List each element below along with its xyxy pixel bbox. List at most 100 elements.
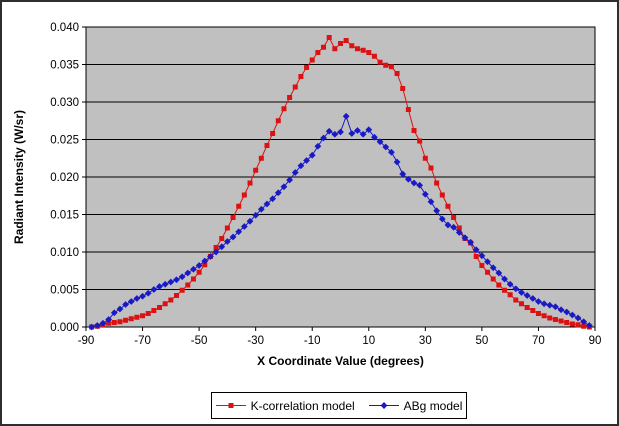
x-tick-label: 10 (362, 335, 375, 347)
data-point-square (190, 276, 196, 282)
data-point-square (354, 46, 360, 52)
data-point-square (502, 287, 508, 293)
legend-label-abg: ABg model (403, 398, 463, 413)
data-point-diamond (252, 211, 260, 219)
data-point-diamond (563, 308, 571, 316)
data-point-square (287, 95, 293, 100)
data-point-diamond (337, 128, 344, 136)
x-tick-label: -70 (134, 335, 151, 347)
data-point-square (547, 315, 553, 321)
data-point-square (451, 215, 457, 220)
data-point-diamond (399, 170, 407, 178)
x-tick-label: -90 (78, 335, 95, 347)
data-point-diamond (552, 303, 559, 311)
data-point-diamond (274, 189, 282, 197)
data-point-square (569, 321, 575, 327)
data-point-square (400, 86, 406, 91)
data-point-diamond (501, 275, 508, 283)
data-point-diamond (518, 289, 525, 296)
k-correlation-marker-icon (215, 403, 246, 408)
y-tick-label: 0.005 (50, 285, 79, 297)
legend: K-correlation model ABg model (211, 392, 467, 419)
data-point-square (377, 59, 383, 65)
data-point-diamond (574, 314, 582, 322)
data-point-diamond (568, 311, 576, 319)
data-point-diamond (133, 295, 141, 302)
data-point-diamond (212, 248, 220, 256)
data-point-square (304, 65, 310, 70)
x-tick-label: 90 (589, 335, 602, 347)
legend-marker-shape (380, 402, 388, 409)
data-point-diamond (421, 190, 429, 198)
data-point-diamond (580, 318, 588, 326)
data-point-diamond (190, 265, 197, 273)
x-tick-label: 50 (475, 335, 488, 347)
data-point-diamond (105, 316, 113, 323)
data-point-diamond (348, 130, 356, 137)
data-point-square (366, 50, 372, 55)
data-point-diamond (557, 306, 565, 314)
x-axis-title: X Coordinate Value (degrees) (257, 354, 424, 368)
data-point-square (106, 320, 112, 326)
data-point-diamond (427, 198, 435, 206)
data-point-square (535, 311, 541, 316)
data-point-diamond (376, 138, 384, 146)
data-point-square (168, 297, 174, 303)
data-point-square (332, 46, 338, 52)
data-point-square (383, 62, 389, 68)
x-tick-label: -10 (304, 335, 321, 347)
data-point-diamond (127, 298, 135, 305)
data-point-square (388, 64, 394, 70)
data-point-square (173, 293, 179, 298)
data-point-diamond (235, 228, 243, 236)
data-point-square (151, 308, 157, 313)
data-point-diamond (523, 292, 531, 299)
data-point-square (575, 322, 581, 328)
data-point-diamond (246, 217, 254, 225)
data-point-square (157, 305, 163, 310)
data-point-diamond (382, 143, 390, 151)
data-point-diamond (139, 292, 146, 300)
data-point-square (479, 263, 485, 268)
data-point-square (349, 43, 355, 49)
data-point-square (270, 131, 276, 136)
data-point-diamond (156, 283, 163, 290)
data-point-square (309, 57, 315, 63)
data-point-diamond (461, 234, 469, 242)
data-point-square (530, 308, 536, 313)
data-point-diamond (263, 200, 271, 208)
data-point-square (179, 287, 185, 293)
data-point-diamond (444, 221, 452, 229)
data-point-diamond (269, 195, 277, 203)
data-point-diamond (223, 238, 231, 245)
data-point-diamond (416, 181, 424, 189)
data-point-square (422, 155, 428, 161)
legend-entry-abg: ABg model (368, 398, 463, 413)
data-point-square (275, 118, 281, 124)
data-point-square (140, 313, 146, 319)
data-point-square (219, 236, 225, 241)
x-tick-label: 70 (532, 335, 545, 347)
data-point-square (281, 106, 287, 112)
data-point-square (473, 254, 479, 259)
data-point-diamond (354, 127, 361, 134)
data-point-square (128, 316, 134, 322)
data-point-diamond (297, 162, 305, 170)
data-point-square (428, 165, 434, 171)
data-point-diamond (88, 323, 96, 331)
x-tick-label: -50 (191, 335, 208, 347)
y-axis-title: Radiant Intensity (W/sr) (12, 110, 26, 245)
data-point-diamond (167, 278, 175, 286)
data-point-diamond (512, 285, 520, 293)
data-point-diamond (93, 322, 101, 329)
data-point-square (196, 269, 202, 275)
data-point-diamond (280, 183, 288, 191)
data-point-square (485, 269, 491, 275)
y-tick-label: 0.015 (50, 210, 79, 222)
data-point-diamond (144, 289, 152, 297)
data-point-square (513, 297, 519, 303)
data-point-square (117, 319, 123, 325)
data-point-diamond (404, 175, 412, 183)
data-point-diamond (207, 253, 214, 260)
